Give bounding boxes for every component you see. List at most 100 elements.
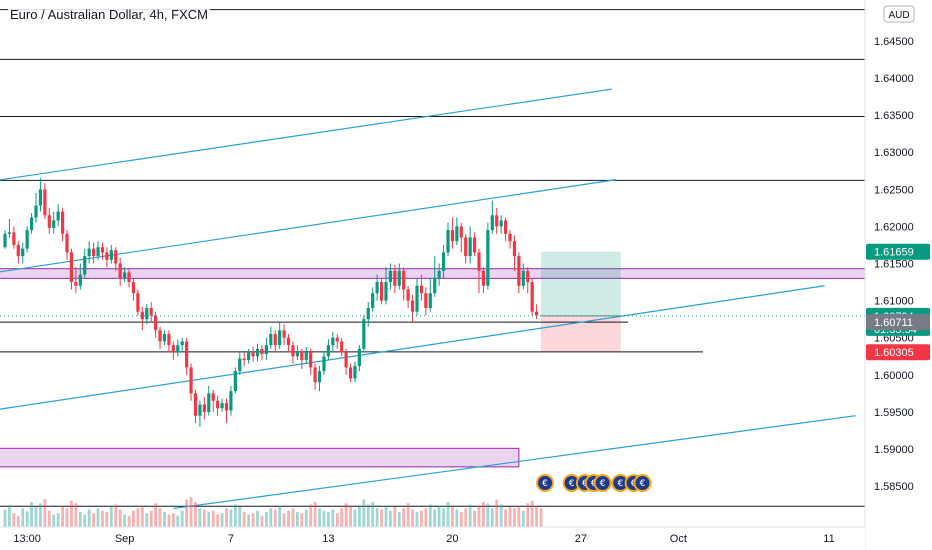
volume-bar xyxy=(459,512,463,527)
volume-layer xyxy=(3,497,543,527)
candle-body xyxy=(384,282,388,301)
volume-bar xyxy=(473,510,476,527)
volume-bar xyxy=(464,508,468,527)
volume-bar xyxy=(326,512,330,527)
candle-body xyxy=(428,293,432,309)
candle-body xyxy=(335,337,339,342)
candle-body xyxy=(512,241,517,257)
candle-body xyxy=(224,403,229,411)
volume-bar xyxy=(406,503,410,527)
candle-body xyxy=(340,341,344,353)
candle-body xyxy=(202,404,206,412)
volume-bar xyxy=(539,508,543,527)
volume-bar xyxy=(486,503,490,527)
volume-bar xyxy=(251,513,255,527)
volume-bar xyxy=(495,499,499,527)
y-tick-label: 1.62500 xyxy=(874,184,914,196)
candle-body xyxy=(464,237,468,257)
volume-bar xyxy=(442,508,445,527)
volume-bar xyxy=(269,508,273,527)
volume-bar xyxy=(118,509,122,527)
candle-body xyxy=(52,220,56,228)
volume-bar xyxy=(56,513,60,527)
price-tag-label: 1.61659 xyxy=(874,247,914,259)
volume-bar xyxy=(451,507,454,527)
volume-bar xyxy=(189,497,193,527)
event-glyph: € xyxy=(617,479,623,489)
y-tick-label: 1.63000 xyxy=(874,147,914,159)
volume-bar xyxy=(34,507,38,527)
candle-body xyxy=(521,270,525,286)
x-tick-label: Sep xyxy=(115,533,135,545)
candle-body xyxy=(123,272,127,279)
candle-body xyxy=(38,189,43,206)
candle-body xyxy=(424,293,428,309)
volume-bar xyxy=(225,508,228,527)
volume-bar xyxy=(242,512,246,527)
volume-bar xyxy=(194,502,197,527)
event-marker[interactable] xyxy=(593,474,612,492)
y-tick-label: 1.64000 xyxy=(874,73,914,85)
candle-body xyxy=(56,211,60,221)
event-marker[interactable] xyxy=(633,474,652,492)
volume-bar xyxy=(238,507,242,527)
candle-body xyxy=(78,274,82,286)
position-stop-zone xyxy=(541,315,621,353)
volume-bar xyxy=(65,508,69,527)
volume-bar xyxy=(420,510,423,527)
candle-body xyxy=(472,237,477,253)
y-tick-label: 1.62000 xyxy=(874,221,914,233)
volume-bar xyxy=(3,509,7,527)
candle-body xyxy=(242,358,246,360)
volume-bar xyxy=(247,514,251,527)
y-tick-label: 1.59500 xyxy=(874,407,914,419)
volume-bar xyxy=(163,512,166,527)
volume-bar xyxy=(264,512,268,527)
event-marker[interactable] xyxy=(536,474,555,492)
candle-body xyxy=(251,352,255,357)
candle-body xyxy=(344,352,348,368)
candle-body xyxy=(375,282,379,294)
candle-body xyxy=(207,393,211,412)
candle-body xyxy=(278,330,282,346)
y-tick-label: 1.64500 xyxy=(874,36,914,48)
volume-bar xyxy=(74,503,78,527)
volume-bar xyxy=(344,503,348,527)
volume-bar xyxy=(30,502,33,527)
volume-bar xyxy=(349,505,352,527)
candle-body xyxy=(29,217,34,231)
x-tick-label: 13 xyxy=(322,533,334,545)
volume-bar xyxy=(304,509,308,527)
x-tick-label: 7 xyxy=(228,533,234,545)
candle-body xyxy=(282,330,286,338)
volume-bar xyxy=(513,508,516,527)
candle-body xyxy=(366,308,370,320)
volume-bar xyxy=(145,513,149,527)
candle-body xyxy=(131,282,136,294)
events-layer[interactable]: €€€€€€€€ xyxy=(536,474,652,492)
price-axis-background xyxy=(865,0,932,550)
candle-body xyxy=(406,289,410,301)
candle-body xyxy=(189,367,193,394)
candle-body xyxy=(490,215,494,231)
candle-body xyxy=(74,282,78,286)
volume-bar xyxy=(149,510,153,527)
volume-bar xyxy=(92,513,95,527)
candle-body xyxy=(362,319,366,349)
candle-body xyxy=(154,315,158,331)
volume-bar xyxy=(521,510,525,527)
volume-bar xyxy=(362,499,366,527)
candle-body xyxy=(140,311,144,320)
candle-body xyxy=(65,233,69,253)
long-position-tool[interactable] xyxy=(541,251,621,353)
x-tick-label: Oct xyxy=(670,533,687,545)
volume-bar xyxy=(78,512,82,527)
volume-bar xyxy=(8,505,11,527)
candle-body xyxy=(486,230,490,286)
volume-bar xyxy=(424,508,428,527)
currency-badge[interactable] xyxy=(883,5,915,23)
volume-bar xyxy=(96,508,100,527)
volume-bar xyxy=(318,508,321,527)
volume-bar xyxy=(256,510,259,527)
